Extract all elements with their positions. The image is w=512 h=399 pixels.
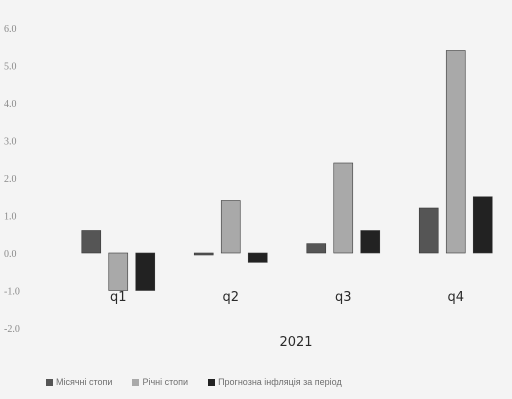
legend-swatch — [132, 379, 140, 386]
x-category-label: q4 — [447, 290, 464, 305]
legend-label: Місячні стопи — [56, 377, 113, 387]
y-tick-label: 5.0 — [4, 62, 17, 73]
bar-q3-series-1 — [306, 243, 327, 254]
y-tick-label: 0.0 — [4, 249, 17, 260]
legend-item: Місячні стопи — [46, 377, 112, 387]
group-label-year: 2021 — [279, 335, 312, 350]
y-tick-label: 1.0 — [4, 212, 17, 223]
legend-item: Річні стопи — [132, 377, 188, 387]
bar-q1-series-2 — [108, 252, 129, 291]
x-category-label: q2 — [222, 290, 239, 305]
x-category-label: q3 — [335, 290, 352, 305]
bar-q2-series-3 — [247, 252, 268, 263]
y-tick-label: -2.0 — [4, 324, 20, 335]
y-tick-label: 4.0 — [4, 99, 17, 110]
legend-swatch — [208, 379, 216, 386]
legend-label: Прогнозна інфляція за період — [218, 377, 342, 387]
legend-swatch — [46, 379, 53, 386]
bars — [81, 50, 493, 291]
bar-q3-series-2 — [333, 162, 354, 254]
bar-q2-series-1 — [193, 252, 214, 256]
y-axis-ticks: 6.0 5.0 4.0 3.0 2.0 1.0 0.0 -1.0 -2.0 — [4, 24, 20, 335]
bar-q4-series-2 — [445, 50, 466, 254]
bar-q4-series-3 — [472, 196, 493, 254]
y-tick-label: 6.0 — [4, 24, 17, 35]
legend-item: Прогнозна інфляція за період — [208, 377, 342, 387]
y-tick-label: -1.0 — [4, 287, 20, 298]
bar-q1-series-1 — [81, 230, 102, 254]
bar-q3-series-3 — [360, 230, 381, 254]
x-category-label: q1 — [110, 290, 127, 305]
legend: Місячні стопи Річні стопи Прогнозна інфляц… — [46, 377, 362, 391]
y-tick-label: 3.0 — [4, 137, 17, 148]
y-tick-label: 2.0 — [4, 174, 17, 185]
bar-q2-series-2 — [220, 200, 241, 254]
legend-label: Річні стопи — [142, 377, 189, 387]
bar-q4-series-1 — [418, 207, 439, 254]
x-axis-categories: q1 q2 q3 q4 — [110, 290, 464, 305]
bar-q1-series-3 — [135, 252, 156, 291]
